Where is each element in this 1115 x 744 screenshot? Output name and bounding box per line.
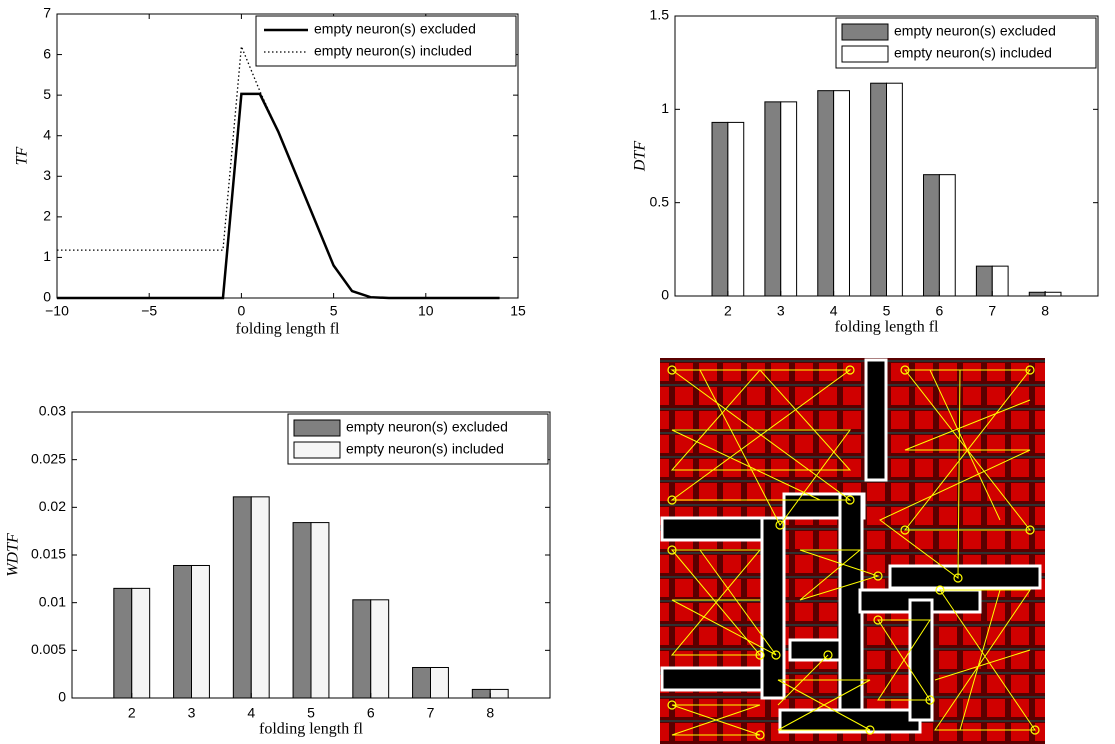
bar — [113, 587, 133, 699]
bar — [923, 174, 940, 297]
y-tick-label: 0 — [43, 289, 51, 305]
axes-frame — [71, 411, 551, 699]
legend: empty neuron(s) excluded empty neuron(s) … — [287, 413, 549, 465]
bar — [991, 265, 1009, 297]
y-tick-label: 0.03 — [39, 403, 66, 419]
legend-label: empty neuron(s) excluded — [894, 23, 1056, 39]
bar — [938, 174, 956, 297]
x-axis-label: folding length fl — [259, 721, 364, 738]
y-tick-label: 1 — [661, 100, 669, 116]
x-tick-label: 4 — [830, 303, 838, 319]
x-tick-label: 3 — [777, 303, 785, 319]
y-tick-label: 1 — [43, 248, 51, 264]
axes-frame — [674, 15, 1099, 297]
x-tick-label: 10 — [418, 303, 434, 319]
y-tick-label: 4 — [43, 126, 51, 142]
x-tick-label: 5 — [883, 303, 891, 319]
bar — [232, 496, 252, 699]
y-tick-label: 0.5 — [650, 193, 670, 209]
y-tick-label: 0.005 — [31, 641, 66, 657]
y-tick-label: 0.015 — [31, 546, 66, 562]
y-tick-label: 0.02 — [39, 498, 66, 514]
legend-swatch — [293, 419, 341, 437]
bar — [817, 90, 835, 297]
x-axis-label: folding length fl — [236, 321, 341, 338]
plot-marks — [711, 82, 1062, 297]
bar — [292, 522, 312, 699]
x-tick-label: 3 — [188, 705, 196, 721]
y-tick-label: 0 — [58, 689, 66, 705]
x-tick-label: 6 — [935, 303, 943, 319]
bar — [833, 90, 850, 297]
legend: empty neuron(s) excluded empty neuron(s) … — [255, 15, 517, 67]
bar — [131, 587, 151, 699]
bar — [310, 522, 330, 699]
bar — [1028, 291, 1046, 297]
bar — [870, 82, 888, 297]
axes-frame — [56, 13, 519, 299]
bar — [471, 688, 491, 699]
chart: 0 0.005 0.01 0.015 0.02 0.025 0.03 2 3 4 5 6 7 8 foldi… — [5, 403, 551, 738]
y-axis-label: WDTF — [5, 533, 22, 577]
x-tick-label: 7 — [427, 705, 435, 721]
chart: 0 1 2 3 4 5 6 7 −10 −5 0 5 10 15 folding length fl TF em… — [14, 5, 526, 338]
bar — [191, 564, 210, 699]
legend-swatch — [841, 23, 889, 41]
x-tick-label: −5 — [141, 303, 157, 319]
y-axis-label: DTF — [632, 141, 649, 172]
neuron-map — [660, 358, 1045, 744]
bar — [780, 101, 798, 297]
chart: 0 0.5 1 1.5 2 3 4 5 6 7 8 folding length fl DTF empty… — [632, 7, 1099, 336]
y-tick-label: 0 — [661, 287, 669, 303]
x-tick-label: 5 — [307, 705, 315, 721]
bar — [711, 121, 729, 297]
x-tick-label: 2 — [128, 705, 136, 721]
x-tick-label: 8 — [1041, 303, 1049, 319]
y-tick-label: 2 — [43, 208, 51, 224]
bar — [1044, 291, 1062, 297]
legend-label: empty neuron(s) excluded — [346, 419, 508, 435]
bar — [370, 599, 390, 699]
y-tick-label: 0.025 — [31, 450, 66, 466]
x-tick-label: −10 — [45, 303, 69, 319]
legend-label: empty neuron(s) excluded — [314, 21, 476, 37]
bar — [173, 564, 192, 699]
bar — [250, 496, 270, 699]
x-tick-label: 4 — [247, 705, 255, 721]
bar — [430, 666, 449, 699]
x-tick-label: 7 — [988, 303, 996, 319]
bar — [352, 599, 372, 699]
x-tick-label: 15 — [510, 303, 526, 319]
legend-swatch — [841, 45, 889, 63]
legend-swatch — [293, 441, 341, 459]
legend-box — [255, 15, 517, 67]
bar — [727, 121, 745, 297]
legend-label: empty neuron(s) included — [314, 43, 472, 59]
y-tick-label: 5 — [43, 86, 51, 102]
x-tick-label: 2 — [724, 303, 732, 319]
bar — [975, 265, 993, 297]
legend: empty neuron(s) excluded empty neuron(s) … — [835, 17, 1097, 69]
x-tick-label: 6 — [367, 705, 375, 721]
x-tick-label: 5 — [330, 303, 338, 319]
bar — [412, 666, 432, 699]
y-axis-label: TF — [14, 146, 31, 165]
x-tick-label: 0 — [238, 303, 246, 319]
y-tick-label: 7 — [43, 5, 51, 21]
legend-label: empty neuron(s) included — [346, 441, 504, 457]
bar — [489, 688, 509, 699]
legend-label: empty neuron(s) included — [894, 45, 1052, 61]
x-axis-label: folding length fl — [835, 319, 940, 336]
y-tick-label: 3 — [43, 167, 51, 183]
bar — [886, 82, 903, 297]
bar — [764, 101, 782, 297]
y-tick-label: 6 — [43, 45, 51, 61]
y-tick-label: 1.5 — [650, 7, 670, 23]
x-tick-label: 8 — [486, 705, 494, 721]
y-tick-label: 0.01 — [39, 593, 66, 609]
